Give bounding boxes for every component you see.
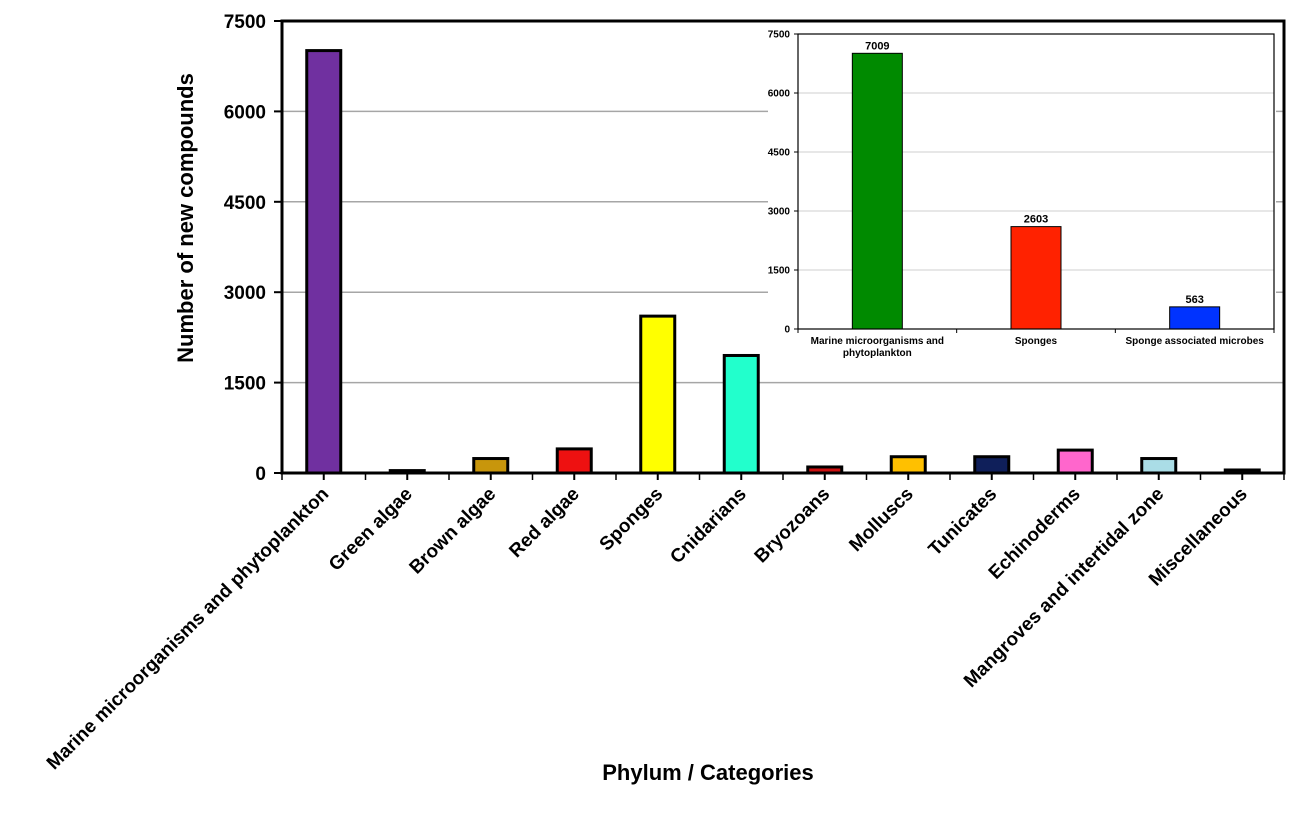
- main-y-tick-label: 0: [255, 464, 266, 485]
- main-y-tick-label: 3000: [224, 283, 266, 304]
- inset-y-tick-label: 7500: [768, 30, 791, 41]
- x-axis-title: Phylum / Categories: [602, 760, 814, 785]
- inset-data-labels: 7009 2603 563: [865, 40, 1204, 306]
- main-y-tick-label: 6000: [224, 102, 266, 123]
- inset-bar: [1010, 226, 1062, 330]
- main-y-tick-label: 7500: [224, 12, 266, 33]
- main-bar: [722, 353, 760, 475]
- inset-y-tick-label: 4500: [768, 148, 791, 159]
- main-bar: [472, 457, 510, 475]
- inset-y-tick-label: 3000: [768, 207, 791, 218]
- main-x-category-label: Marine microorganisms and phytoplankton: [43, 484, 333, 774]
- inset-x-category-label: Sponges: [1015, 336, 1058, 347]
- inset-x-category-line: Sponge associated microbes: [1125, 336, 1264, 347]
- inset-y-tick-label: 1500: [768, 266, 791, 277]
- main-x-category-label: Brown algae: [406, 484, 501, 579]
- main-x-category-label: Molluscs: [845, 484, 917, 556]
- inset-bar: [851, 52, 903, 330]
- main-x-categories: Marine microorganisms and phytoplanktonG…: [43, 473, 1285, 774]
- main-bars: [305, 49, 1261, 475]
- main-x-category-label: Red algae: [505, 484, 583, 562]
- main-bar: [889, 455, 927, 475]
- main-bar: [305, 49, 343, 475]
- main-x-category-label: Green algae: [325, 484, 417, 576]
- main-y-ticks: 0 1500 3000 4500 6000 7500: [224, 12, 282, 485]
- inset-y-tick-label: 0: [784, 325, 790, 336]
- main-bar: [1140, 457, 1178, 475]
- y-axis-title: Number of new compounds: [173, 73, 198, 363]
- inset-data-label: 7009: [865, 40, 889, 52]
- inset-y-tick-label: 6000: [768, 89, 791, 100]
- inset-x-categories: Marine microorganisms and phytoplankton Sp…: [797, 329, 1275, 359]
- inset-x-category-line: Sponges: [1015, 336, 1058, 347]
- main-bar: [555, 447, 593, 475]
- inset-plot-frame: [797, 33, 1275, 330]
- main-x-category-label: Cnidarians: [666, 484, 750, 568]
- main-x-category-label: Sponges: [596, 484, 668, 556]
- inset-bar: [1169, 306, 1221, 330]
- main-y-tick-label: 1500: [224, 374, 266, 395]
- main-bar: [973, 455, 1011, 475]
- inset-data-label: 563: [1185, 294, 1203, 306]
- inset-x-category-label: Sponge associated microbes: [1125, 336, 1264, 347]
- inset-x-category-label: Marine microorganisms and phytoplankton: [811, 336, 944, 359]
- inset-x-category-line: phytoplankton: [843, 348, 912, 359]
- main-bar: [1056, 448, 1094, 475]
- inset-y-ticks: 0 1500 3000 4500 6000 7500: [768, 30, 798, 336]
- main-bar: [639, 314, 677, 475]
- main-x-category-label: Bryozoans: [751, 484, 835, 568]
- inset-x-category-line: Marine microorganisms and: [811, 336, 944, 347]
- inset-data-label: 2603: [1024, 214, 1048, 226]
- inset-bars: [851, 52, 1221, 330]
- main-x-category-label: Tunicates: [925, 484, 1002, 561]
- inset-chart: 0 1500 3000 4500 6000 7500 7009 2603 563 Marine…: [768, 30, 1276, 359]
- main-y-tick-label: 4500: [224, 193, 266, 214]
